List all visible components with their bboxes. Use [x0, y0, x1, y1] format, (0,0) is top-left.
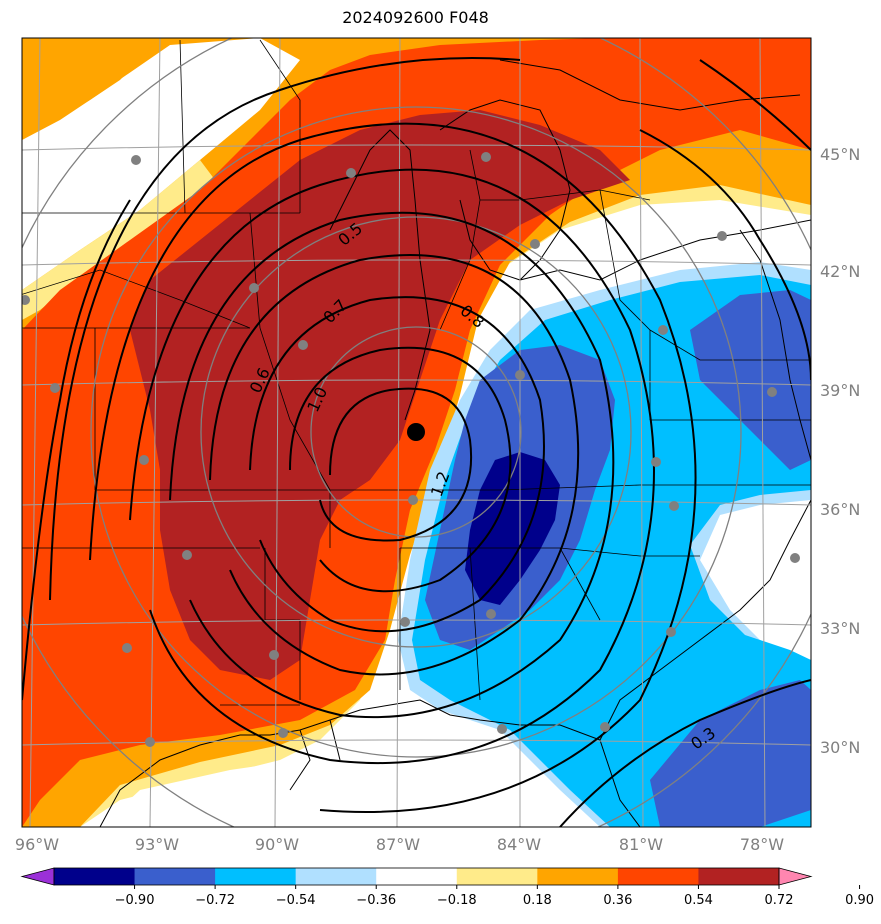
latitude-labels: 45°N 42°N 39°N 36°N 33°N 30°N: [820, 145, 860, 757]
colorbar-tick-label: 0.90: [845, 893, 874, 908]
lon-label: 81°W: [619, 835, 663, 854]
station-dot: [666, 627, 676, 637]
colorbar-segment: [617, 868, 699, 885]
station-dot: [122, 643, 132, 653]
station-dot: [346, 168, 356, 178]
colorbar-tick-label: −0.18: [437, 893, 477, 908]
station-dot: [182, 550, 192, 560]
colorbar-tick-label: −0.72: [195, 893, 235, 908]
lon-label: 87°W: [376, 835, 420, 854]
colorbar-extend-high: [778, 867, 813, 886]
fill-medium-blue-southeast: [650, 680, 811, 827]
station-dot: [145, 737, 155, 747]
station-dot: [50, 383, 60, 393]
colorbar-frame: [53, 867, 780, 886]
range-rings: [22, 38, 811, 827]
colorbar-segment: [456, 868, 538, 885]
colorbar: −0.90 −0.72 −0.54 −0.36 −0.18 0.18 0.36 0.54 0.7…: [20, 867, 874, 908]
lat-label: 33°N: [820, 619, 860, 638]
station-dot: [269, 650, 279, 660]
colorbar-tick-label: 0.18: [523, 893, 552, 908]
lat-label: 36°N: [820, 500, 860, 519]
station-dot: [515, 370, 525, 380]
station-dot: [131, 155, 141, 165]
fill-white-topleft: [22, 38, 300, 290]
colorbar-tick-label: 0.36: [603, 893, 632, 908]
contours: [22, 57, 811, 827]
lon-label: 84°W: [497, 835, 541, 854]
colorbar-extend-low: [20, 867, 55, 886]
station-dot: [658, 325, 668, 335]
stations: [22, 152, 800, 747]
station-dot: [139, 455, 149, 465]
colorbar-tick-label: 0.54: [684, 893, 713, 908]
lon-label: 90°W: [255, 835, 299, 854]
colorbar-tick-label: −0.36: [356, 893, 396, 908]
station-dot: [790, 553, 800, 563]
station-dot: [530, 239, 540, 249]
station-dot: [651, 457, 661, 467]
lat-label: 45°N: [820, 145, 860, 164]
station-dot: [767, 387, 777, 397]
lon-label: 78°W: [740, 835, 784, 854]
station-dot: [278, 728, 288, 738]
station-dot: [717, 231, 727, 241]
colorbar-segment: [134, 868, 216, 885]
lat-label: 42°N: [820, 262, 860, 281]
center-marker: [407, 423, 425, 441]
fill-dark-red: [130, 110, 630, 680]
lon-label: 93°W: [135, 835, 179, 854]
station-dot: [249, 283, 259, 293]
station-dot: [497, 724, 507, 734]
colorbar-segment: [295, 868, 377, 885]
colorbar-tick-label: 0.72: [765, 893, 794, 908]
station-dot: [22, 295, 30, 305]
station-dot: [600, 722, 610, 732]
colorbar-segment: [215, 868, 297, 885]
lat-label: 39°N: [820, 381, 860, 400]
station-dot: [486, 609, 496, 619]
lon-label: 96°W: [15, 835, 59, 854]
colorbar-tick-label: −0.54: [276, 893, 316, 908]
station-dot: [481, 152, 491, 162]
colorbar-segment: [376, 868, 458, 885]
lat-label: 30°N: [820, 738, 860, 757]
graticule: [22, 38, 811, 827]
colorbar-tick-label: −0.90: [115, 893, 155, 908]
colorbar-segment: [698, 868, 780, 885]
station-dot: [669, 501, 679, 511]
station-dot: [400, 617, 410, 627]
station-dot: [408, 495, 418, 505]
colorbar-segment: [537, 868, 619, 885]
map-frame: [21, 37, 812, 828]
fill-white-gulf: [100, 690, 430, 827]
colorbar-segment: [54, 868, 136, 885]
fill-medium-blue-east: [690, 290, 811, 470]
fill-orange-topleft: [22, 38, 160, 140]
station-dot: [298, 340, 308, 350]
map-title: 2024092600 F048: [342, 8, 489, 27]
longitude-labels: 96°W 93°W 90°W 87°W 84°W 81°W 78°W: [15, 835, 784, 854]
